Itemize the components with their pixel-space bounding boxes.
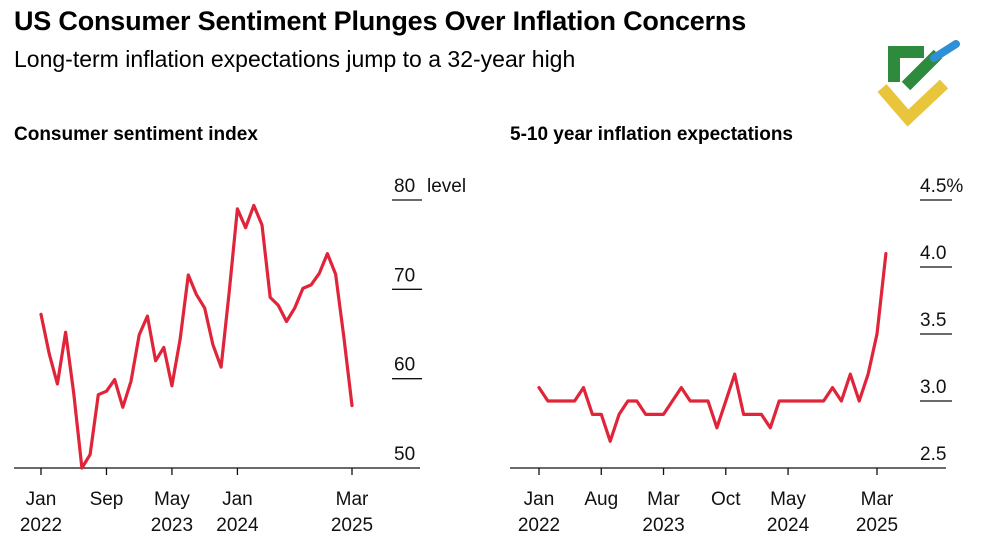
y-tick-label: 4.0: [920, 243, 946, 264]
series-line: [537, 251, 888, 443]
y-tick-label: 2.5: [920, 444, 946, 465]
x-tick-year-label: 2023: [151, 515, 193, 536]
x-tick-label: Mar: [336, 489, 369, 510]
x-tick-label: Jan: [222, 489, 253, 510]
x-tick-year-label: 2024: [767, 515, 810, 536]
logo-yellow-stroke: [877, 79, 949, 127]
series-line: [39, 203, 354, 470]
x-tick-year-label: 2025: [331, 515, 373, 536]
x-tick-year-label: 2024: [216, 515, 259, 536]
y-tick-label: 3.5: [920, 310, 946, 331]
page-subtitle: Long-term inflation expectations jump to…: [14, 46, 576, 72]
y-tick-label: 4.5%: [920, 176, 963, 197]
y-tick-label: 80: [394, 176, 415, 197]
x-tick-label: Mar: [647, 489, 680, 510]
brand-logo-icon: [877, 40, 960, 127]
x-tick-label: Jan: [26, 489, 57, 510]
inflation-chart-title: 5-10 year inflation expectations: [510, 124, 793, 145]
x-tick-label: Mar: [861, 489, 894, 510]
sentiment-chart: 50 60 70 80 level Jan 2022 Sep May 2023 Jan 2024 Mar…: [14, 176, 466, 536]
y-tick-label: 3.0: [920, 377, 946, 398]
y-unit-label: level: [427, 176, 466, 197]
x-tick-label: May: [154, 489, 190, 510]
x-tick-year-label: 2022: [20, 515, 62, 536]
x-tick-label: Jan: [524, 489, 555, 510]
y-tick-label: 70: [394, 265, 415, 286]
logo-green-stroke: [888, 46, 924, 82]
x-tick-year-label: 2023: [642, 515, 684, 536]
x-tick-year-label: 2025: [856, 515, 898, 536]
y-tick-label: 60: [394, 355, 415, 376]
page-title: US Consumer Sentiment Plunges Over Infla…: [14, 6, 747, 36]
sentiment-chart-title: Consumer sentiment index: [14, 124, 258, 145]
x-tick-label: Sep: [90, 489, 124, 510]
x-tick-label: Aug: [584, 489, 618, 510]
logo-blue-stroke: [930, 40, 960, 62]
inflation-chart: 2.5 3.0 3.5 4.0 4.5% Jan 2022 Aug Mar 2023 Oct May 2…: [510, 176, 963, 536]
y-tick-label: 50: [394, 444, 415, 465]
x-tick-year-label: 2022: [518, 515, 560, 536]
x-tick-label: Oct: [711, 489, 741, 510]
x-tick-label: May: [770, 489, 806, 510]
